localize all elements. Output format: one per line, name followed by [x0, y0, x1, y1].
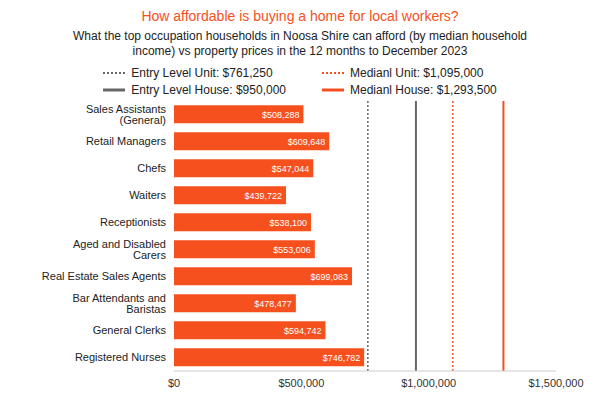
svg-text:Aged and DisabledCarers: Aged and DisabledCarers — [73, 238, 166, 261]
svg-text:Bar Attendants andBaristas: Bar Attendants andBaristas — [72, 292, 166, 315]
svg-text:$547,044: $547,044 — [272, 164, 310, 174]
html-text:What the top occupation househ: What the top occupation households in No… — [73, 29, 527, 58]
svg-text:$0: $0 — [168, 377, 180, 389]
svg-text:$538,100: $538,100 — [269, 218, 307, 228]
svg-text:$1,000,000: $1,000,000 — [401, 377, 456, 389]
svg-text:$508,288: $508,288 — [262, 110, 300, 120]
svg-text:General Clerks: General Clerks — [93, 324, 167, 336]
svg-text:Waiters: Waiters — [129, 189, 166, 201]
svg-text:$1,500,000: $1,500,000 — [528, 377, 583, 389]
html-text:How affordable is buying a hom: How affordable is buying a home for loca… — [141, 8, 459, 24]
html-text:Medianl House: $1,293,500: Medianl House: $1,293,500 — [350, 83, 497, 97]
html-text:Entry Level House: $950,000: Entry Level House: $950,000 — [131, 83, 286, 97]
html-text:Entry Level Unit: $761,250: Entry Level Unit: $761,250 — [131, 66, 273, 80]
svg-text:$594,742: $594,742 — [284, 326, 322, 336]
svg-text:$439,722: $439,722 — [244, 191, 282, 201]
svg-text:Real Estate Sales Agents: Real Estate Sales Agents — [42, 270, 167, 282]
svg-text:$478,477: $478,477 — [254, 299, 292, 309]
svg-text:Sales Assistants(General): Sales Assistants(General) — [86, 103, 167, 126]
svg-text:Chefs: Chefs — [137, 162, 166, 174]
svg-text:$699,083: $699,083 — [310, 272, 348, 282]
svg-text:$609,648: $609,648 — [288, 137, 326, 147]
html-text:Medianl Unit: $1,095,000: Medianl Unit: $1,095,000 — [350, 66, 484, 80]
svg-text:Registered Nurses: Registered Nurses — [75, 351, 167, 363]
svg-text:$500,000: $500,000 — [278, 377, 324, 389]
svg-text:Receptionists: Receptionists — [100, 216, 167, 228]
svg-text:$553,006: $553,006 — [273, 245, 311, 255]
svg-text:Retail Managers: Retail Managers — [86, 135, 167, 147]
svg-text:$746,782: $746,782 — [323, 353, 361, 363]
